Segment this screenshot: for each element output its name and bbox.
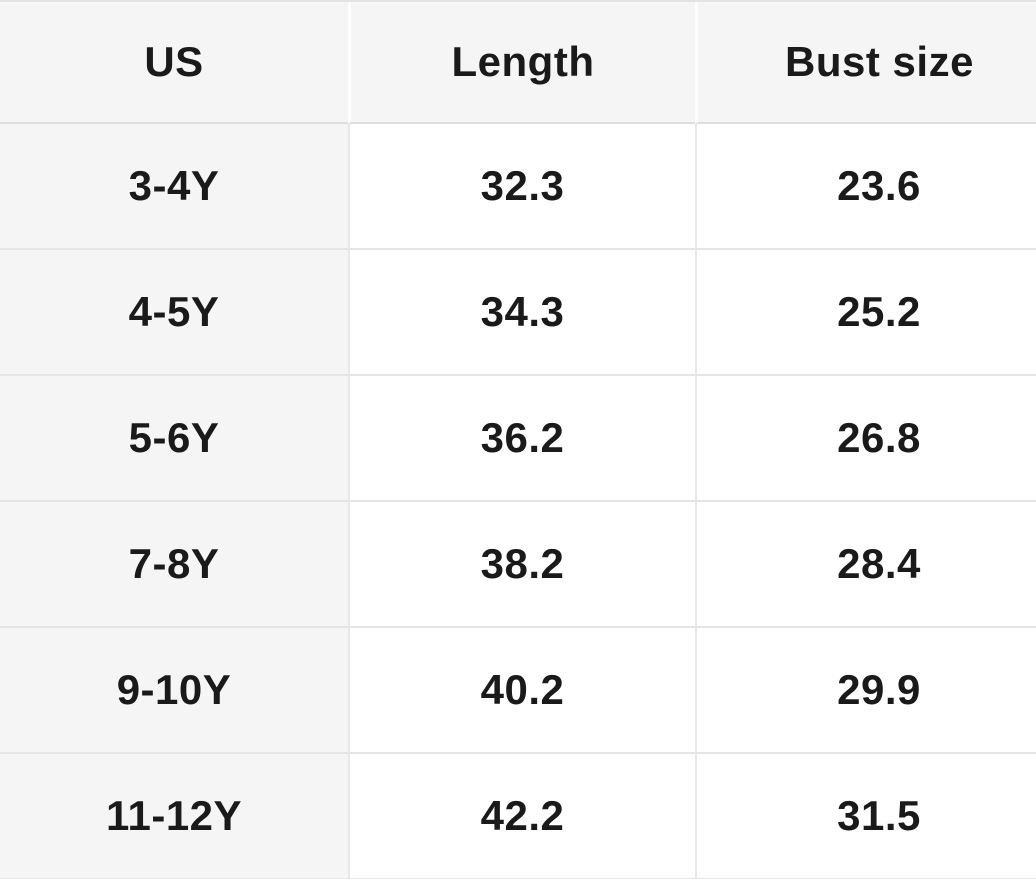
header-row: US Length Bust size [0, 2, 1036, 124]
header-cell-length: Length [348, 2, 695, 124]
cell-length: 38.2 [348, 502, 695, 628]
cell-bust-size: 31.5 [695, 754, 1036, 879]
table-row: 3-4Y 32.3 23.6 [0, 124, 1036, 250]
cell-length: 40.2 [348, 628, 695, 754]
table-row: 7-8Y 38.2 28.4 [0, 502, 1036, 628]
cell-bust-size: 25.2 [695, 250, 1036, 376]
cell-us-size: 11-12Y [0, 754, 348, 879]
header-cell-bust-size: Bust size [695, 2, 1036, 124]
cell-bust-size: 23.6 [695, 124, 1036, 250]
cell-us-size: 3-4Y [0, 124, 348, 250]
cell-us-size: 9-10Y [0, 628, 348, 754]
cell-bust-size: 26.8 [695, 376, 1036, 502]
cell-length: 42.2 [348, 754, 695, 879]
table-row: 9-10Y 40.2 29.9 [0, 628, 1036, 754]
cell-bust-size: 28.4 [695, 502, 1036, 628]
table-row: 4-5Y 34.3 25.2 [0, 250, 1036, 376]
cell-us-size: 4-5Y [0, 250, 348, 376]
header-cell-us: US [0, 2, 348, 124]
cell-length: 34.3 [348, 250, 695, 376]
cell-length: 32.3 [348, 124, 695, 250]
table-row: 5-6Y 36.2 26.8 [0, 376, 1036, 502]
cell-us-size: 5-6Y [0, 376, 348, 502]
cell-length: 36.2 [348, 376, 695, 502]
table-row: 11-12Y 42.2 31.5 [0, 754, 1036, 879]
cell-us-size: 7-8Y [0, 502, 348, 628]
cell-bust-size: 29.9 [695, 628, 1036, 754]
